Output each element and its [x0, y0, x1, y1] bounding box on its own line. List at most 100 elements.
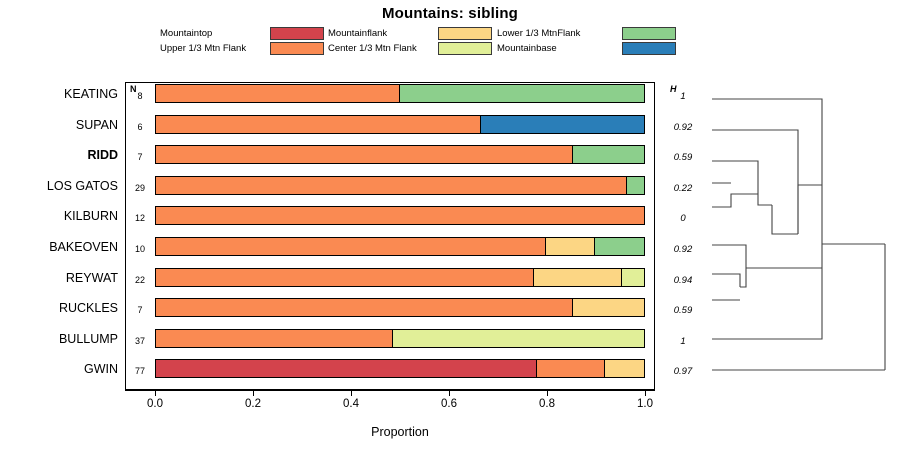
row-n-value: 7 — [137, 152, 143, 163]
row-label-gwin: GWIN — [83, 362, 118, 377]
legend-label-mountainflank: Mountainflank — [328, 28, 388, 39]
dendrogram — [700, 82, 896, 390]
legend-swatch-lower-third-mtn-flank — [622, 26, 676, 40]
x-tick-mark — [253, 390, 254, 396]
row-label-bakeoven: BAKEOVEN — [49, 240, 118, 254]
legend-swatch-upper-third-mtn-flank — [270, 41, 324, 55]
stacked-bar — [155, 328, 645, 348]
legend-label-lower-third-mtn-flank: Lower 1/3 MtnFlank — [497, 28, 581, 39]
x-axis-label: Proportion — [371, 425, 429, 439]
stacked-bar — [155, 84, 645, 103]
row-h-value: 0.22 — [673, 182, 693, 194]
column-header-n: N — [130, 84, 137, 94]
row-n-value: 12 — [134, 213, 145, 224]
table-row: KEATING 8 1 — [0, 83, 900, 114]
legend-item-mountainbase: Mountainbase — [497, 41, 682, 56]
column-header-h: H — [670, 84, 677, 94]
stacked-bar — [155, 206, 645, 226]
x-tick-label: 1.0 — [637, 398, 653, 410]
legend-item-mountainflank: Mountainflank — [328, 26, 498, 41]
row-h-value: 0 — [680, 213, 686, 225]
bar-segment — [546, 238, 596, 255]
row-n-value: 8 — [137, 91, 143, 101]
bar-segment — [156, 146, 574, 164]
bar-segment — [604, 360, 644, 378]
legend-label-mountaintop: Mountaintop — [160, 28, 213, 39]
bar-segment — [534, 268, 623, 286]
x-tick-mark — [449, 390, 450, 396]
legend-column-2: Mountainflank Center 1/3 Mtn Flank — [328, 26, 498, 56]
row-h-value: 1 — [680, 91, 686, 102]
row-label-keating: KEATING — [64, 87, 118, 101]
x-tick-label: 0.6 — [441, 398, 457, 410]
x-axis-line — [125, 390, 655, 391]
x-tick-mark — [155, 390, 156, 396]
legend-label-center-third-mtn-flank: Center 1/3 Mtn Flank — [328, 43, 417, 54]
legend-item-mountaintop: Mountaintop — [160, 26, 330, 41]
stacked-bar — [155, 359, 645, 379]
row-n-value: 7 — [137, 305, 143, 316]
stacked-bar — [155, 145, 645, 165]
table-row: RUCKLES 7 0.59 — [0, 297, 900, 328]
legend-swatch-mountainflank — [438, 26, 492, 40]
row-n-value: 37 — [134, 335, 145, 346]
bar-segment — [156, 238, 547, 255]
legend-item-center-third-mtn-flank: Center 1/3 Mtn Flank — [328, 41, 498, 56]
legend-item-upper-third-mtn-flank: Upper 1/3 Mtn Flank — [160, 41, 330, 56]
stacked-bar — [155, 298, 645, 318]
row-n-value: 22 — [134, 274, 145, 285]
x-tick-mark — [351, 390, 352, 396]
stacked-bar — [155, 114, 645, 134]
row-label-ridd: RIDD — [87, 148, 118, 163]
legend-swatch-mountainbase — [622, 41, 676, 55]
bar-segment — [392, 329, 644, 347]
bar-segment — [156, 329, 393, 347]
legend-swatch-center-third-mtn-flank — [438, 41, 492, 55]
stacked-bar — [155, 175, 645, 195]
x-tick-mark — [645, 390, 646, 396]
x-tick-label: 0.2 — [245, 398, 261, 410]
table-row: BAKEOVEN 10 0.92 — [0, 236, 900, 267]
bar-segment — [595, 238, 644, 255]
row-label-los-gatos: LOS GATOS — [46, 178, 118, 193]
row-h-value: 0.92 — [673, 121, 693, 133]
row-n-value: 77 — [134, 366, 145, 377]
x-tick-label: 0.0 — [147, 398, 163, 410]
bar-segment — [156, 115, 481, 133]
row-n-value: 10 — [134, 244, 145, 254]
row-h-value: 0.97 — [673, 366, 693, 378]
chart-title: Mountains: sibling — [381, 5, 519, 22]
x-tick-label: 0.8 — [539, 398, 555, 410]
stacked-bar — [155, 237, 645, 256]
bar-segment — [156, 85, 400, 102]
row-label-kilburn: KILBURN — [63, 209, 118, 224]
row-h-value: 0.59 — [673, 305, 693, 317]
bar-segment — [156, 360, 537, 378]
dendrogram-svg — [712, 98, 886, 371]
table-row: SUPAN 6 0.92 — [0, 114, 900, 145]
table-row: LOS GATOS 29 0.22 — [0, 175, 900, 206]
bar-segment — [536, 360, 605, 378]
legend: Mountaintop Upper 1/3 Mtn Flank Mountain… — [160, 26, 680, 56]
table-row: KILBURN 12 0 — [0, 205, 900, 236]
row-h-value: 0.94 — [673, 274, 693, 286]
bar-segment — [156, 176, 627, 194]
bar-segment — [626, 176, 644, 194]
legend-column-3: Lower 1/3 MtnFlank Mountainbase — [497, 26, 682, 56]
bar-segment — [156, 268, 535, 286]
row-label-reywat: REYWAT — [65, 270, 118, 285]
bar-segment — [573, 299, 644, 317]
bar-segment — [480, 115, 644, 133]
row-h-value: 0.92 — [673, 244, 693, 255]
legend-column-1: Mountaintop Upper 1/3 Mtn Flank — [160, 26, 330, 56]
bar-segment — [573, 146, 644, 164]
bar-segment — [156, 299, 574, 317]
row-h-value: 1 — [680, 335, 686, 347]
bar-segment — [622, 268, 644, 286]
legend-label-mountainbase: Mountainbase — [497, 43, 557, 54]
legend-label-upper-third-mtn-flank: Upper 1/3 Mtn Flank — [160, 43, 247, 54]
row-n-value: 29 — [134, 182, 145, 193]
x-tick-label: 0.4 — [343, 398, 359, 410]
legend-item-lower-third-mtn-flank: Lower 1/3 MtnFlank — [497, 26, 682, 41]
